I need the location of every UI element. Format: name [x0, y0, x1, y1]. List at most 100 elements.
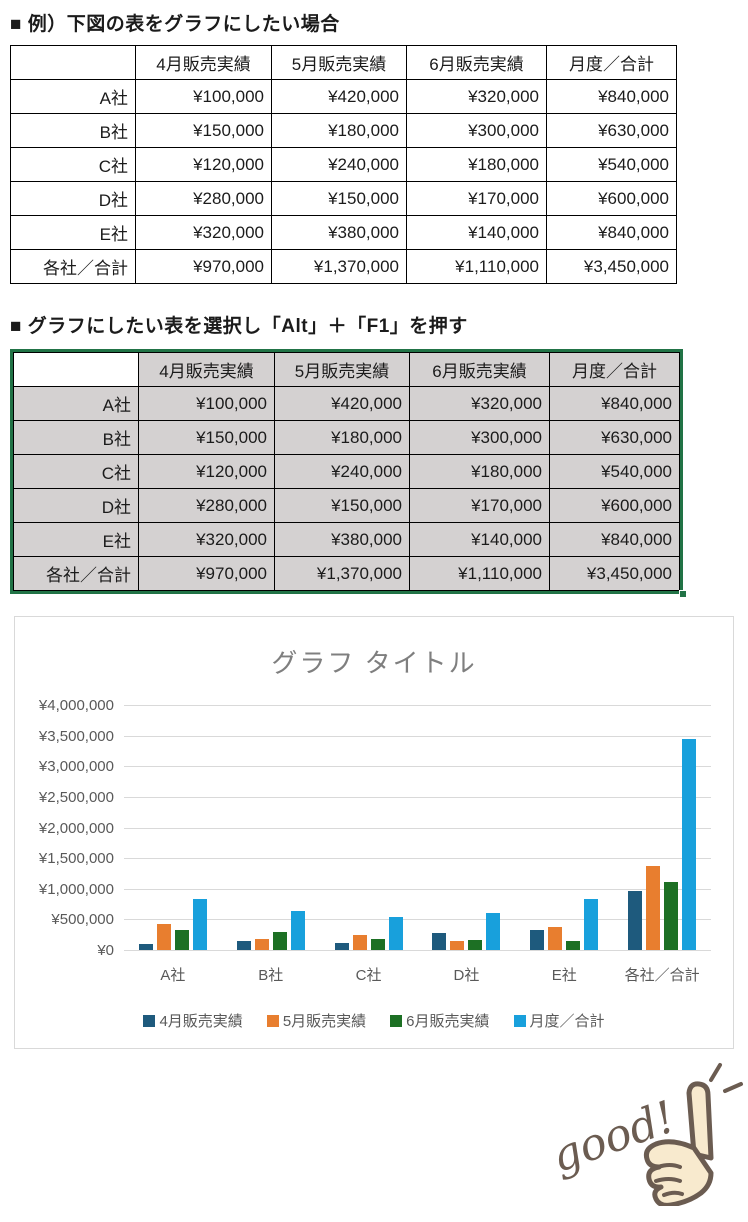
row-label[interactable]: D社	[13, 488, 139, 523]
row-label: E社	[10, 215, 136, 250]
excel-selection-border: 4月販売実績 5月販売実績 6月販売実績 月度／合計 A社 ¥100,000 ¥420,00…	[10, 349, 687, 598]
section-heading-instruction: ■ グラフにしたい表を選択し「Alt」＋「F1」を押す	[10, 316, 468, 337]
value-cell: ¥320,000	[406, 79, 547, 114]
table-row: E社 ¥320,000 ¥380,000 ¥140,000 ¥840,000	[10, 215, 677, 250]
chart-bar	[664, 882, 679, 950]
value-cell[interactable]: ¥180,000	[409, 454, 550, 489]
value-cell[interactable]: ¥320,000	[409, 386, 550, 421]
column-header[interactable]: 4月販売実績	[138, 352, 275, 387]
chart-bar	[468, 940, 483, 950]
chart-bar	[432, 933, 447, 950]
value-cell[interactable]: ¥840,000	[549, 522, 680, 557]
value-cell[interactable]: ¥320,000	[138, 522, 275, 557]
table-row: A社 ¥100,000 ¥420,000 ¥320,000 ¥840,000	[10, 79, 677, 114]
value-cell[interactable]: ¥420,000	[274, 386, 410, 421]
excel-fill-handle[interactable]	[679, 590, 687, 598]
table-row: B社 ¥150,000 ¥180,000 ¥300,000 ¥630,000	[13, 420, 680, 455]
value-cell: ¥420,000	[271, 79, 407, 114]
chart-bar	[334, 943, 349, 950]
value-cell: ¥1,110,000	[406, 249, 547, 284]
column-header[interactable]: 5月販売実績	[274, 352, 410, 387]
value-cell[interactable]: ¥630,000	[549, 420, 680, 455]
value-cell[interactable]: ¥840,000	[549, 386, 680, 421]
chart-title: グラフ タイトル	[271, 648, 477, 678]
chart-bar	[156, 924, 171, 950]
y-axis-tick-label: ¥4,000,000	[38, 697, 114, 714]
y-axis-tick-label: ¥500,000	[51, 911, 114, 929]
table-row: D社 ¥280,000 ¥150,000 ¥170,000 ¥600,000	[10, 181, 677, 216]
column-header: 月度／合計	[546, 45, 677, 80]
value-cell[interactable]: ¥150,000	[138, 420, 275, 455]
row-label: D社	[10, 181, 136, 216]
chart-bar	[272, 932, 287, 950]
row-label: B社	[10, 113, 136, 148]
chart-bar	[584, 899, 599, 950]
value-cell: ¥180,000	[271, 113, 407, 148]
thumbs-up-icon	[643, 1081, 714, 1206]
x-axis-category-label: A社	[160, 967, 186, 984]
value-cell[interactable]: ¥3,450,000	[549, 556, 680, 591]
value-cell: ¥120,000	[135, 147, 272, 182]
column-header[interactable]: 月度／合計	[549, 352, 680, 387]
y-axis-tick-label: ¥2,500,000	[38, 788, 114, 806]
legend-label: 4月販売実績	[159, 1013, 243, 1030]
column-header[interactable]: 6月販売実績	[409, 352, 550, 387]
x-axis-category-label: 各社／合計	[624, 967, 700, 984]
row-label[interactable]: 各社／合計	[13, 556, 139, 591]
legend-swatch-icon	[143, 1014, 156, 1027]
value-cell[interactable]: ¥170,000	[409, 488, 550, 523]
value-cell[interactable]: ¥1,370,000	[274, 556, 410, 591]
value-cell[interactable]: ¥970,000	[138, 556, 275, 591]
value-cell[interactable]: ¥120,000	[138, 454, 275, 489]
chart-bar	[290, 911, 305, 950]
chart-bar	[174, 930, 189, 950]
table-row: C社 ¥120,000 ¥240,000 ¥180,000 ¥540,000	[13, 454, 680, 489]
chart-bar	[192, 899, 207, 950]
value-cell[interactable]: ¥300,000	[409, 420, 550, 455]
legend-swatch-icon	[266, 1014, 279, 1027]
legend-label: 月度／合計	[529, 1013, 605, 1030]
value-cell: ¥600,000	[546, 181, 677, 216]
table-row: E社 ¥320,000 ¥380,000 ¥140,000 ¥840,000	[13, 522, 680, 557]
y-axis-tick-label: ¥2,000,000	[38, 819, 114, 837]
corner-cell[interactable]	[13, 352, 139, 387]
value-cell[interactable]: ¥600,000	[549, 488, 680, 523]
value-cell[interactable]: ¥150,000	[274, 488, 410, 523]
chart-bar	[628, 891, 643, 950]
row-label[interactable]: B社	[13, 420, 139, 455]
value-cell[interactable]: ¥540,000	[549, 454, 680, 489]
legend-swatch-icon	[390, 1014, 403, 1027]
value-cell[interactable]: ¥240,000	[274, 454, 410, 489]
chart-bar	[352, 935, 367, 950]
value-cell: ¥3,450,000	[546, 249, 677, 284]
value-cell: ¥1,370,000	[271, 249, 407, 284]
table-row: 各社／合計 ¥970,000 ¥1,370,000 ¥1,110,000 ¥3,450,…	[10, 249, 677, 284]
chart-bar	[530, 930, 545, 950]
value-cell: ¥240,000	[271, 147, 407, 182]
y-axis-tick-label: ¥3,000,000	[38, 758, 114, 776]
value-cell[interactable]: ¥180,000	[274, 420, 410, 455]
chart-gridline	[124, 858, 711, 860]
value-cell[interactable]: ¥100,000	[138, 386, 275, 421]
row-label[interactable]: C社	[13, 454, 139, 489]
row-label: A社	[10, 79, 136, 114]
legend-item: 6月販売実績	[390, 1010, 490, 1031]
legend-item: 月度／合計	[513, 1010, 605, 1031]
value-cell[interactable]: ¥380,000	[274, 522, 410, 557]
chart-gridline	[124, 919, 711, 921]
chart-gridline	[124, 735, 711, 737]
value-cell[interactable]: ¥140,000	[409, 522, 550, 557]
value-cell: ¥380,000	[271, 215, 407, 250]
row-label[interactable]: A社	[13, 386, 139, 421]
table-row: C社 ¥120,000 ¥240,000 ¥180,000 ¥540,000	[10, 147, 677, 182]
good-thumbs-up-sticker: good!	[548, 1063, 743, 1206]
table-row: D社 ¥280,000 ¥150,000 ¥170,000 ¥600,000	[13, 488, 680, 523]
value-cell[interactable]: ¥1,110,000	[409, 556, 550, 591]
row-label: C社	[10, 147, 136, 182]
chart-legend: 4月販売実績 5月販売実績 6月販売実績 月度／合計	[15, 1010, 733, 1031]
table-row: A社 ¥100,000 ¥420,000 ¥320,000 ¥840,000	[13, 386, 680, 421]
column-header: 4月販売実績	[135, 45, 272, 80]
value-cell[interactable]: ¥280,000	[138, 488, 275, 523]
row-label[interactable]: E社	[13, 522, 139, 557]
y-axis-tick-label: ¥1,000,000	[38, 880, 114, 898]
